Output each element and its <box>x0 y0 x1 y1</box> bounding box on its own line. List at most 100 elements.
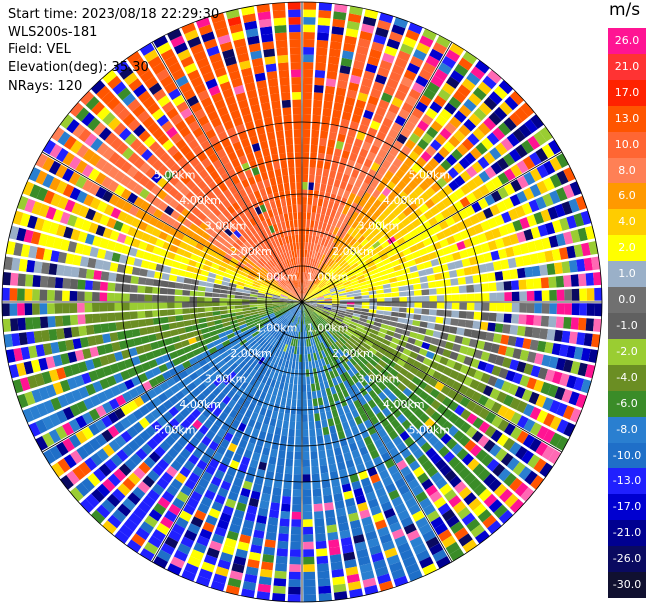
range-gate <box>190 490 203 502</box>
range-gate <box>28 167 41 182</box>
range-gate <box>463 238 473 248</box>
range-gate <box>246 249 254 257</box>
range-gate <box>107 166 120 179</box>
ring-label: 5.00km <box>409 423 451 436</box>
range-gate <box>95 225 106 237</box>
range-gate <box>367 282 376 288</box>
range-gate <box>240 456 251 466</box>
range-gate <box>399 302 407 307</box>
range-gate <box>384 547 398 559</box>
range-gate <box>253 65 265 75</box>
range-gate <box>556 170 569 185</box>
range-gate <box>289 314 295 322</box>
range-gate <box>377 67 390 78</box>
range-gate <box>290 54 301 63</box>
range-gate <box>268 370 275 379</box>
range-gate <box>284 473 293 482</box>
range-gate <box>342 320 350 326</box>
range-gate <box>302 167 309 175</box>
range-gate <box>340 57 353 67</box>
range-gate <box>68 156 82 170</box>
range-gate <box>429 388 440 399</box>
range-gate <box>418 523 433 536</box>
range-gate <box>460 170 472 183</box>
range-gate <box>145 425 157 437</box>
range-gate <box>236 378 245 387</box>
range-gate <box>448 495 462 508</box>
range-gate <box>344 286 353 291</box>
range-gate <box>344 254 352 262</box>
range-gate <box>288 235 293 244</box>
range-gate <box>280 279 287 286</box>
range-gate <box>160 75 174 88</box>
range-gate <box>344 166 353 176</box>
range-gate <box>361 298 370 302</box>
range-gate <box>384 45 398 57</box>
range-gate <box>352 265 361 272</box>
range-gate <box>3 256 13 271</box>
range-gate <box>303 541 314 550</box>
range-gate <box>436 287 445 295</box>
range-gate <box>302 354 305 362</box>
range-gate <box>534 303 542 314</box>
range-gate <box>221 281 230 287</box>
range-gate <box>38 203 50 218</box>
range-gate <box>249 226 257 235</box>
range-gate <box>466 226 477 237</box>
range-gate <box>85 493 100 508</box>
range-gate <box>138 319 147 327</box>
range-gate <box>319 138 327 147</box>
range-gate <box>488 282 497 292</box>
colorbar-tick-label: 4.0 <box>618 215 636 229</box>
range-gate <box>314 220 319 229</box>
range-gate <box>325 330 332 337</box>
range-gate <box>323 230 329 239</box>
range-gate <box>144 76 158 89</box>
range-gate <box>302 302 310 305</box>
range-gate <box>346 386 355 396</box>
range-gate <box>77 361 88 373</box>
range-gate <box>178 225 189 234</box>
range-gate <box>372 241 381 249</box>
range-gate <box>344 342 352 350</box>
range-gate <box>151 227 162 238</box>
range-gate <box>487 240 498 251</box>
range-gate <box>296 189 302 198</box>
range-gate <box>399 242 409 251</box>
range-gate <box>279 381 285 390</box>
range-gate <box>272 248 278 257</box>
range-gate <box>316 367 322 376</box>
range-gate <box>303 272 305 280</box>
range-gate <box>372 376 382 386</box>
ring-label: 4.00km <box>383 398 425 411</box>
range-gate <box>489 302 497 312</box>
range-gate <box>481 283 490 292</box>
range-gate <box>303 511 313 520</box>
range-gate <box>274 472 284 481</box>
range-gate <box>346 299 355 302</box>
range-gate <box>394 90 407 101</box>
range-gate <box>258 310 266 314</box>
range-gate <box>231 393 241 403</box>
range-gate <box>268 456 277 465</box>
range-gate <box>376 306 385 311</box>
range-gate <box>319 334 325 342</box>
range-gate <box>214 494 226 505</box>
range-gate <box>148 377 159 388</box>
colorbar-tick-label: -26.0 <box>612 552 642 566</box>
range-gate <box>302 429 309 437</box>
range-gate <box>32 289 40 301</box>
range-gate <box>170 113 183 126</box>
range-gate <box>523 228 534 241</box>
field-label: Field: VEL <box>8 42 71 57</box>
range-gate <box>207 272 217 279</box>
range-gate <box>445 216 456 227</box>
range-gate <box>305 308 309 316</box>
range-gate <box>347 350 355 358</box>
range-gate <box>304 287 307 295</box>
range-gate <box>326 338 333 346</box>
range-gate <box>212 288 221 293</box>
range-gate <box>212 293 220 298</box>
range-gate <box>509 112 523 127</box>
range-gate <box>386 514 399 526</box>
